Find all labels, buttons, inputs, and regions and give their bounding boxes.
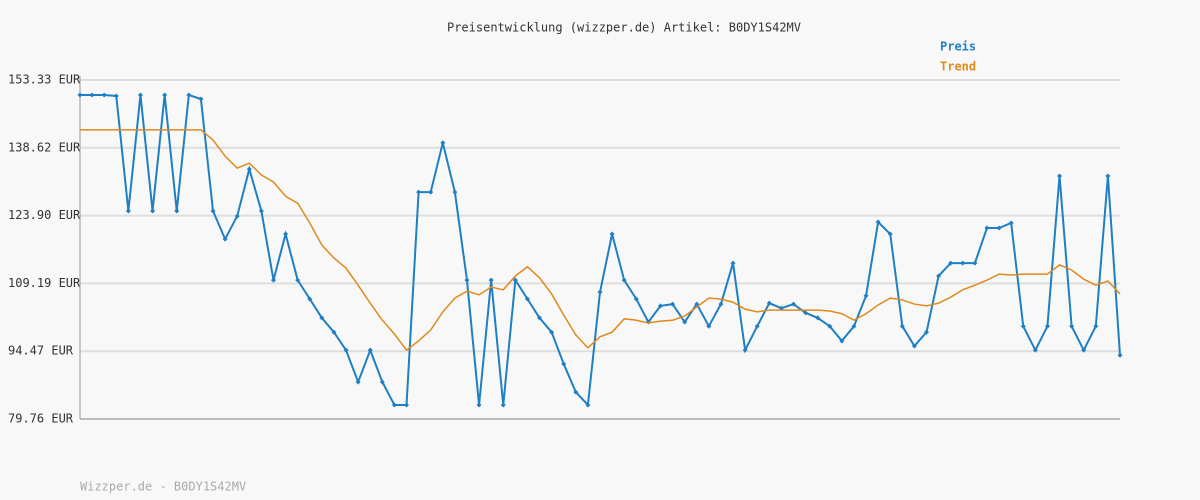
point [948, 260, 954, 266]
point [137, 92, 143, 98]
point [609, 231, 615, 237]
point [718, 301, 724, 307]
point [428, 189, 434, 195]
y-tick-label: 153.33 EUR [8, 73, 81, 87]
point [222, 236, 228, 242]
point [549, 329, 555, 335]
point [706, 323, 712, 329]
point [210, 208, 216, 214]
point [162, 92, 168, 98]
point [488, 277, 494, 283]
point [585, 402, 591, 408]
point [500, 402, 506, 408]
point [1008, 220, 1014, 226]
point [996, 225, 1002, 231]
point [851, 323, 857, 329]
point [561, 361, 567, 367]
point [766, 300, 772, 306]
point [1057, 173, 1063, 179]
y-tick-label: 79.76 EUR [8, 412, 74, 426]
series-line [80, 129, 1121, 352]
point [295, 277, 301, 283]
point [150, 208, 156, 214]
point [875, 219, 881, 225]
point [621, 277, 627, 283]
point [1093, 323, 1099, 329]
point [597, 289, 603, 295]
point [670, 301, 676, 307]
point [89, 92, 95, 98]
point [960, 260, 966, 266]
point [452, 189, 458, 195]
y-tick-label: 123.90 EUR [8, 208, 81, 222]
point [1105, 173, 1111, 179]
point [234, 213, 240, 219]
point [790, 301, 796, 307]
point [984, 225, 990, 231]
point [815, 315, 821, 321]
point [936, 273, 942, 279]
point [887, 231, 893, 237]
point [512, 277, 518, 283]
point [391, 402, 397, 408]
y-tick-label: 94.47 EUR [8, 344, 74, 358]
point [863, 293, 869, 299]
point [246, 166, 252, 172]
point [125, 208, 131, 214]
point [657, 303, 663, 309]
point [754, 323, 760, 329]
point [319, 315, 325, 321]
point [633, 296, 639, 302]
point [911, 343, 917, 349]
point [839, 338, 845, 344]
point [476, 402, 482, 408]
point [827, 323, 833, 329]
point [270, 277, 276, 283]
point [1117, 352, 1123, 358]
point [730, 260, 736, 266]
point [972, 260, 978, 266]
point [283, 231, 289, 237]
point [379, 379, 385, 385]
y-tick-label: 109.19 EUR [8, 276, 81, 290]
point [343, 347, 349, 353]
point [1081, 347, 1087, 353]
point [1069, 323, 1075, 329]
point [742, 347, 748, 353]
point [77, 92, 83, 98]
point [537, 315, 543, 321]
point [464, 277, 470, 283]
point [440, 140, 446, 146]
point [404, 402, 410, 408]
footer: Wizzper.de - B0DY1S42MV [80, 480, 246, 494]
point [355, 379, 361, 385]
point [307, 296, 313, 302]
point [1032, 347, 1038, 353]
point [258, 208, 264, 214]
point [1044, 323, 1050, 329]
legend-label: Trend [940, 60, 976, 74]
point [682, 319, 688, 325]
point [186, 92, 192, 98]
point [198, 96, 204, 102]
point [113, 93, 119, 99]
point [573, 389, 579, 395]
point [331, 329, 337, 335]
point [416, 189, 422, 195]
legend-label: Preis [940, 40, 976, 54]
point [899, 323, 905, 329]
chart-title: Preisentwicklung (wizzper.de) Artikel: B… [447, 21, 801, 35]
point [803, 310, 809, 316]
point [524, 296, 530, 302]
point [367, 347, 373, 353]
point [1020, 323, 1026, 329]
y-tick-label: 138.62 EUR [8, 140, 81, 154]
point [101, 92, 107, 98]
point [924, 329, 930, 335]
point [174, 208, 180, 214]
